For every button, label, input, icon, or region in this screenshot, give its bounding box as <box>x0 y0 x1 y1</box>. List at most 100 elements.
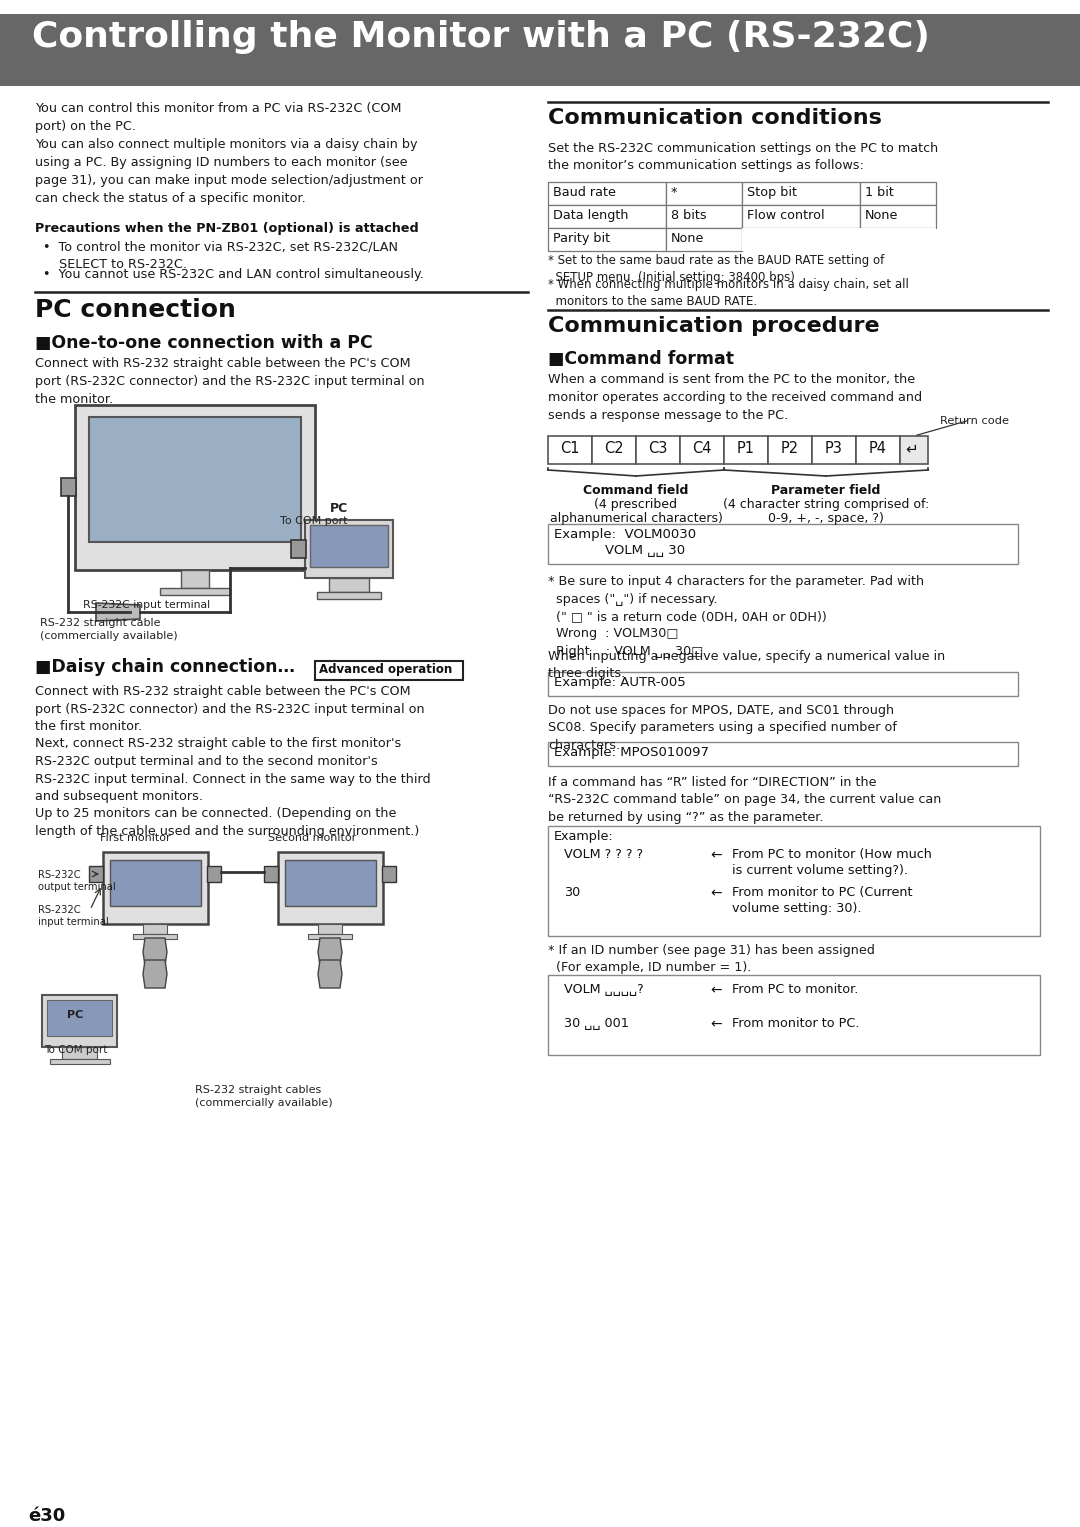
Bar <box>60 478 76 496</box>
Text: é30: é30 <box>28 1507 65 1525</box>
Text: From PC to monitor (How much: From PC to monitor (How much <box>732 847 932 861</box>
Bar <box>89 417 301 542</box>
Text: Baud rate: Baud rate <box>553 186 616 199</box>
Text: * If an ID number (see page 31) has been assigned
  (For example, ID number = 1): * If an ID number (see page 31) has been… <box>548 944 875 974</box>
Bar <box>860 228 936 250</box>
Text: None: None <box>671 232 704 244</box>
Bar <box>291 541 306 557</box>
Text: Second monitor: Second monitor <box>268 834 356 843</box>
Text: RS-232 straight cables
(commercially available): RS-232 straight cables (commercially ava… <box>195 1086 333 1109</box>
Bar <box>48 1000 112 1035</box>
Text: None: None <box>865 209 899 221</box>
Text: Parameter field: Parameter field <box>771 484 880 496</box>
Text: When inputting a negative value, specify a numerical value in
three digits.: When inputting a negative value, specify… <box>548 651 945 681</box>
Text: PC connection: PC connection <box>35 298 235 322</box>
Text: C1: C1 <box>561 441 580 457</box>
Text: First monitor: First monitor <box>100 834 171 843</box>
Bar <box>860 205 936 228</box>
Text: Controlling the Monitor with a PC (RS-232C): Controlling the Monitor with a PC (RS-23… <box>32 20 930 53</box>
Text: When a command is sent from the PC to the monitor, the
monitor operates accordin: When a command is sent from the PC to th… <box>548 373 922 421</box>
Text: Example:: Example: <box>554 831 613 843</box>
Text: C4: C4 <box>692 441 712 457</box>
Text: Example:  VOLM0030: Example: VOLM0030 <box>554 528 697 541</box>
Text: Communication procedure: Communication procedure <box>548 316 879 336</box>
Text: Precautions when the PN-ZB01 (optional) is attached: Precautions when the PN-ZB01 (optional) … <box>35 221 419 235</box>
Text: To COM port: To COM port <box>280 516 348 525</box>
Text: From PC to monitor.: From PC to monitor. <box>732 983 859 996</box>
Text: ←: ← <box>710 847 721 863</box>
Bar <box>666 228 742 250</box>
Text: •  To control the monitor via RS-232C, set RS-232C/LAN
    SELECT to RS-232C.: • To control the monitor via RS-232C, se… <box>43 240 399 270</box>
Text: PC: PC <box>67 1009 83 1020</box>
Text: ■Command format: ■Command format <box>548 350 734 368</box>
Text: ←: ← <box>710 1017 721 1031</box>
Text: From monitor to PC (Current: From monitor to PC (Current <box>732 886 913 899</box>
Text: RS-232C
input terminal: RS-232C input terminal <box>38 906 109 927</box>
Bar <box>42 996 117 1048</box>
Bar <box>318 592 381 599</box>
Text: alphanumerical characters): alphanumerical characters) <box>550 512 723 525</box>
Text: * Be sure to input 4 characters for the parameter. Pad with
  spaces ("␣") if ne: * Be sure to input 4 characters for the … <box>548 576 924 658</box>
Text: VOLM ␣␣ 30: VOLM ␣␣ 30 <box>554 544 685 557</box>
Bar <box>315 661 463 680</box>
Bar <box>278 852 383 924</box>
Bar <box>548 205 666 228</box>
Text: Example: AUTR-005: Example: AUTR-005 <box>554 676 686 689</box>
Text: ■One-to-one connection with a PC: ■One-to-one connection with a PC <box>35 334 373 353</box>
Bar <box>768 437 812 464</box>
Polygon shape <box>318 960 342 988</box>
Bar <box>207 866 221 883</box>
Text: RS-232C
output terminal: RS-232C output terminal <box>38 870 116 892</box>
Text: P3: P3 <box>825 441 842 457</box>
Text: * When connecting multiple monitors in a daisy chain, set all
  monitors to the : * When connecting multiple monitors in a… <box>548 278 909 308</box>
Bar <box>742 182 860 205</box>
Text: is current volume setting?).: is current volume setting?). <box>732 864 908 876</box>
Text: •  You cannot use RS-232C and LAN control simultaneously.: • You cannot use RS-232C and LAN control… <box>43 269 423 281</box>
Text: P2: P2 <box>781 441 799 457</box>
Bar <box>548 742 1018 767</box>
Bar <box>856 437 900 464</box>
Bar <box>548 826 1040 936</box>
Bar <box>742 205 860 228</box>
Bar <box>742 228 860 250</box>
Text: Flow control: Flow control <box>747 209 825 221</box>
Bar <box>548 437 592 464</box>
Text: PC: PC <box>330 502 348 515</box>
Polygon shape <box>143 938 167 967</box>
Text: ←: ← <box>710 983 721 997</box>
Bar <box>75 405 315 570</box>
Text: If a command has “R” listed for “DIRECTION” in the
“RS-232C command table” on pa: If a command has “R” listed for “DIRECTI… <box>548 776 942 825</box>
Bar <box>285 860 376 906</box>
Text: Connect with RS-232 straight cable between the PC's COM
port (RS-232C connector): Connect with RS-232 straight cable betwe… <box>35 686 431 838</box>
Bar <box>382 866 396 883</box>
Bar <box>103 852 208 924</box>
Text: (4 character string comprised of:: (4 character string comprised of: <box>723 498 929 512</box>
Bar <box>62 1048 97 1060</box>
Text: RS-232C input terminal: RS-232C input terminal <box>83 600 211 609</box>
Text: Set the RS-232C communication settings on the PC to match
the monitor’s communic: Set the RS-232C communication settings o… <box>548 142 939 173</box>
Bar <box>548 182 666 205</box>
Polygon shape <box>96 603 140 621</box>
Bar <box>308 935 352 939</box>
Bar <box>264 866 278 883</box>
Bar <box>900 437 928 464</box>
Text: ←: ← <box>710 886 721 899</box>
Text: Advanced operation: Advanced operation <box>319 663 453 676</box>
Bar <box>548 672 1018 696</box>
Bar <box>89 866 103 883</box>
Bar <box>860 182 936 205</box>
Text: Stop bit: Stop bit <box>747 186 797 199</box>
Bar <box>181 570 210 588</box>
Bar <box>812 437 856 464</box>
Text: Command field: Command field <box>583 484 689 496</box>
Text: 30: 30 <box>564 886 580 899</box>
Text: (4 prescribed: (4 prescribed <box>594 498 677 512</box>
Bar <box>160 588 230 596</box>
Text: C2: C2 <box>604 441 624 457</box>
Text: VOLM ␣␣␣␣?: VOLM ␣␣␣␣? <box>564 983 644 996</box>
Bar <box>110 860 201 906</box>
Bar <box>0 14 1080 86</box>
Bar <box>636 437 680 464</box>
Bar <box>592 437 636 464</box>
Bar <box>318 924 342 935</box>
